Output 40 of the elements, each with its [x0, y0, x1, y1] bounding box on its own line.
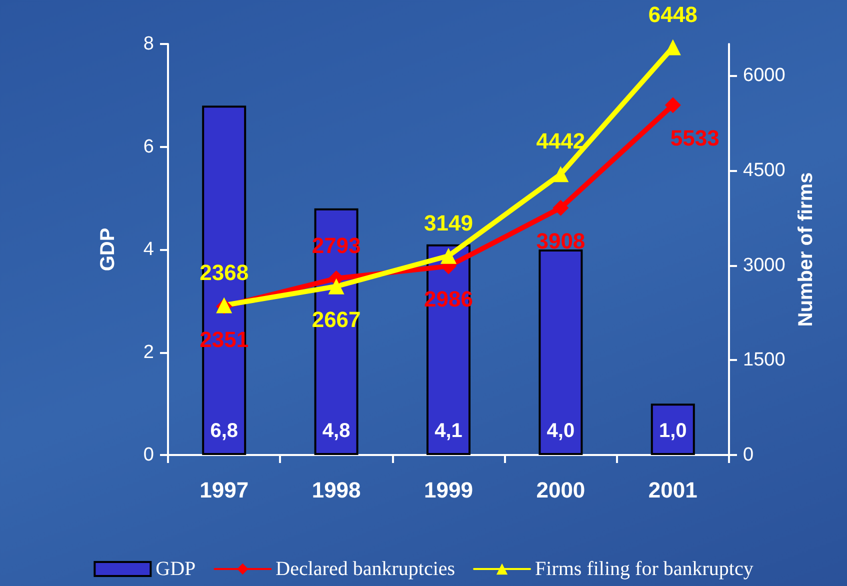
y-tick-label: 2 [143, 342, 154, 363]
x-tick-label: 2001 [648, 478, 698, 502]
legend-label: Firms filing for bankruptcy [535, 558, 754, 580]
legend-label: GDP [156, 558, 196, 580]
y-tick-label: 6 [143, 136, 154, 158]
x-tick-label: 1998 [312, 478, 361, 502]
data-label: 5533 [670, 126, 720, 151]
x-tick-label: 2000 [536, 478, 586, 502]
y-axis-title: GDP [97, 228, 119, 272]
point [552, 200, 569, 216]
bar [650, 404, 695, 455]
data-label: 6448 [648, 2, 698, 27]
bar [314, 208, 358, 455]
y-tick-label: 8 [143, 34, 154, 54]
data-label: 4,1 [434, 420, 462, 442]
point [440, 248, 456, 264]
bar [426, 244, 470, 455]
point [328, 278, 344, 294]
y2-axis-title: Number of firms [795, 172, 818, 327]
legend-label: Declared bankruptcies [276, 558, 456, 580]
data-label: 3149 [424, 210, 473, 236]
data-label: 6,8 [210, 420, 238, 442]
y-tick-label: 4 [143, 239, 154, 260]
data-label: 4,8 [322, 420, 350, 442]
point [552, 166, 569, 182]
bar [538, 250, 583, 455]
bar [202, 106, 246, 455]
x-tick-label: 1999 [424, 478, 473, 502]
y2-tick-label: 6000 [743, 65, 786, 86]
data-label: 4,0 [546, 420, 575, 442]
point [664, 97, 681, 114]
data-label: 4442 [536, 128, 586, 154]
y2-tick-label: 4500 [743, 160, 786, 181]
y2-tick-label: 3000 [743, 254, 786, 276]
data-label: 1,0 [658, 420, 687, 442]
y2-tick-label: 1500 [743, 350, 786, 371]
x-tick-label: 1997 [200, 478, 249, 502]
data-label: 3908 [536, 228, 586, 254]
y-tick-label: 0 [143, 444, 154, 466]
y2-tick-label: 0 [743, 444, 754, 466]
